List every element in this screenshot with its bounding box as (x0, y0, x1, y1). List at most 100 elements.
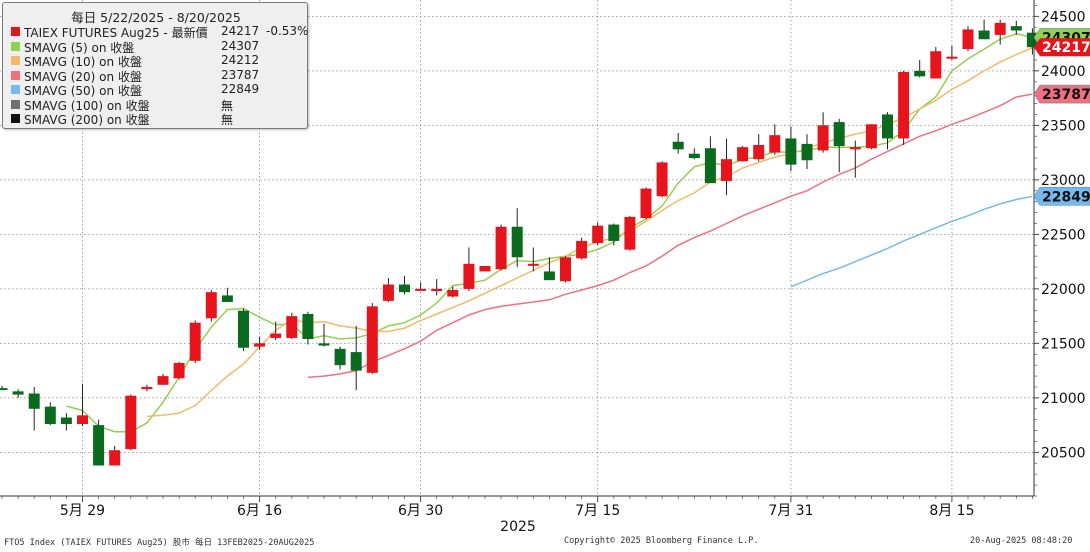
candle-body (817, 125, 829, 151)
candle-body (205, 292, 217, 319)
x-tick-label: 5月 29 (60, 503, 105, 519)
candle-layer (0, 19, 1038, 466)
candle (93, 419, 105, 466)
candle-body (270, 333, 282, 338)
legend-change: -0.53% (266, 24, 309, 38)
y-tick-label: 24000 (1041, 64, 1086, 80)
candle (914, 59, 926, 78)
candle-body (672, 141, 684, 150)
candle (382, 277, 394, 302)
legend-entry: TAIEX FUTURES Aug25 - 最新價 24217 -0.53% (11, 24, 309, 40)
y-tick-label: 23000 (1041, 173, 1086, 189)
candle-body (624, 216, 636, 250)
candle (801, 134, 813, 169)
candle-body (109, 450, 121, 466)
legend-swatch (11, 70, 20, 80)
candle-body (141, 386, 153, 390)
candle-body (753, 144, 765, 160)
price-tag: 22849 (1033, 187, 1090, 206)
x-tick-label: 6月 16 (237, 503, 282, 519)
candle (543, 257, 555, 281)
candle (431, 279, 443, 296)
legend-value: 無 (221, 113, 234, 127)
price-tag-layer: 24307242172378722849 (1033, 28, 1090, 206)
candle-body (44, 406, 56, 425)
candle-body (334, 348, 346, 366)
candle-body (1010, 26, 1022, 31)
candle (28, 386, 40, 431)
candle (1010, 20, 1022, 35)
candle-body (28, 393, 40, 409)
candle-body (77, 415, 88, 425)
candle-body (511, 226, 523, 258)
legend-value: 24212 (221, 53, 260, 67)
candle (157, 373, 169, 385)
candle (77, 383, 88, 427)
candle (592, 222, 604, 246)
candle-body (495, 226, 507, 270)
price-tag-label: 24217 (1042, 40, 1090, 56)
candle (527, 247, 539, 272)
legend-value: 23787 (221, 67, 260, 82)
candle (447, 286, 459, 298)
candle (511, 208, 523, 268)
candle (624, 215, 636, 251)
legend-entry: SMAVG (200) on 收盤 無 (11, 111, 307, 127)
candle-body (527, 263, 539, 266)
candle (318, 323, 330, 347)
legend-name: SMAVG (5) on 收盤 (24, 40, 135, 55)
candle (672, 132, 684, 154)
candle-body (930, 51, 942, 79)
y-tick-label: 23500 (1041, 118, 1086, 134)
candle (60, 413, 72, 431)
candle-body (254, 343, 266, 347)
price-tag-shape (1034, 38, 1090, 57)
candle-body (898, 71, 910, 139)
legend-value: 24217 (221, 24, 260, 38)
candle-body (543, 271, 555, 281)
candle (721, 138, 732, 196)
legend-entry: SMAVG (5) on 收盤 24307 (11, 38, 307, 55)
candle (865, 124, 877, 150)
candle-body (302, 313, 314, 340)
candle (576, 237, 588, 260)
legend-swatch (11, 85, 20, 94)
footer-timestamp: 20-Aug-2025 08:48:20 (970, 536, 1073, 546)
candle-body (865, 124, 877, 149)
candle-body (769, 135, 781, 153)
candle-body (431, 288, 443, 292)
candle-body (849, 147, 861, 150)
legend-swatch (11, 27, 20, 36)
price-tag: 24217 (1034, 38, 1090, 57)
legend-swatch (11, 56, 20, 65)
legend-box: 每日 5/22/2025 - 8/20/2025 TAIEX FUTURES A… (2, 2, 308, 129)
legend-value: 無 (221, 98, 234, 113)
candle-body (656, 162, 668, 197)
candle (898, 70, 910, 145)
candle (415, 282, 427, 292)
legend-entry: SMAVG (20) on 收盤 23787 (11, 67, 307, 84)
x-tick-label: 8月 15 (929, 503, 974, 519)
footer-left: FTO5 Index (TAIEX FUTURES Aug25) 股市 每日 1… (4, 538, 315, 548)
candle-body (93, 425, 105, 466)
candle (366, 303, 378, 374)
legend-value: 24307 (221, 38, 260, 53)
candle-body (560, 257, 571, 282)
candle (495, 224, 507, 271)
candle (882, 112, 893, 150)
candle (946, 45, 958, 60)
candle (189, 320, 201, 364)
candle (640, 187, 652, 220)
candle-body (978, 30, 990, 40)
legend-swatch (11, 41, 20, 51)
candle-body (463, 263, 475, 289)
y-tick-label: 22000 (1041, 282, 1086, 298)
x-tick-label: 7月 15 (575, 503, 620, 519)
x-axis-label: 2025 (500, 519, 536, 535)
candle (350, 325, 362, 391)
candle-body (592, 225, 604, 244)
candle-body (173, 363, 185, 379)
candle (479, 265, 491, 272)
price-tag-label: 22849 (1042, 189, 1090, 205)
y-tick-label: 24500 (1041, 9, 1086, 25)
